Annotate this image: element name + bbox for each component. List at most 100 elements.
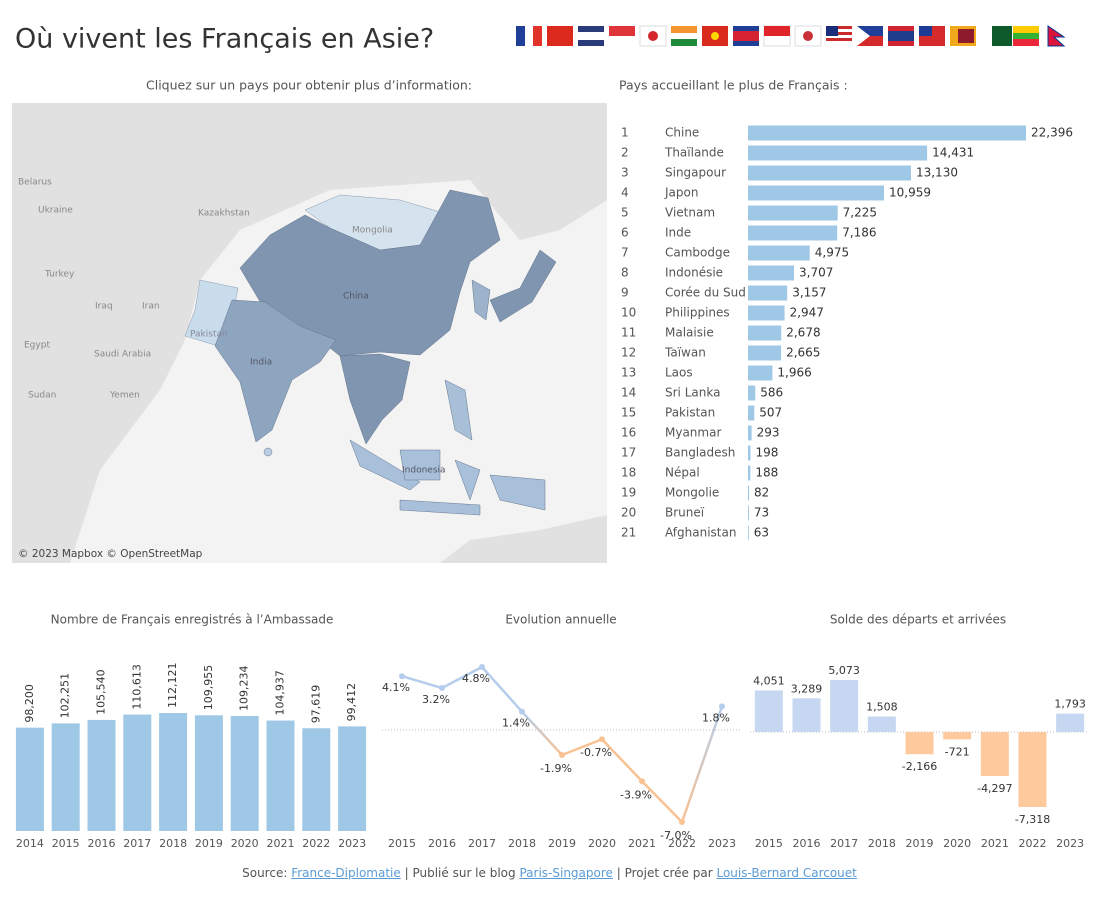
value-label: 104,937 [274, 670, 287, 716]
rank-label: 11 [621, 326, 636, 340]
value-label: -3.9% [620, 788, 652, 801]
source-text: | Publié sur le blog [404, 866, 516, 880]
country[interactable] [489, 474, 546, 511]
rank-label: 19 [621, 486, 636, 500]
bar [123, 714, 152, 831]
value-label: 1,508 [866, 701, 898, 714]
bar [51, 723, 80, 831]
country[interactable] [339, 353, 411, 445]
flags [516, 25, 1066, 47]
bar [748, 425, 752, 441]
line-segment [641, 780, 683, 823]
value-label: 2,665 [786, 346, 820, 360]
map-label: Kazakhstan [198, 209, 250, 219]
value-label: -721 [945, 745, 970, 758]
x-tick-label: 2018 [508, 837, 536, 850]
x-tick-label: 2018 [159, 837, 187, 850]
bar [266, 720, 295, 831]
value-label: 1,793 [1054, 698, 1086, 711]
x-tick-label: 2022 [668, 837, 696, 850]
value-label: 97,619 [309, 685, 322, 724]
country[interactable] [214, 299, 337, 443]
bar [748, 305, 785, 321]
category-label: Singapour [665, 166, 726, 180]
category-label: Japon [664, 186, 698, 200]
value-label: -7,318 [1015, 813, 1050, 826]
source-line: Source: France-Diplomatie | Publié sur l… [0, 866, 1099, 880]
bar [748, 345, 782, 361]
line-segment [680, 705, 724, 823]
bar [748, 285, 788, 301]
source-link[interactable]: Louis-Bernard Carcouet [716, 866, 857, 880]
x-tick-label: 2019 [195, 837, 223, 850]
country[interactable] [239, 189, 501, 357]
value-label: 105,540 [95, 669, 108, 715]
flag-part [764, 26, 790, 36]
rank-label: 1 [621, 126, 629, 140]
chart-title: Solde des départs et arrivées [830, 613, 1006, 627]
source-text: | Projet crée par [616, 866, 713, 880]
country[interactable] [489, 249, 557, 323]
line-segment [441, 665, 483, 690]
country[interactable] [349, 439, 421, 491]
bar [87, 719, 116, 831]
flag[interactable] [986, 26, 1012, 46]
map: Belarus Ukraine Kazakhstan Mongolia Turk… [12, 103, 607, 563]
country[interactable] [454, 459, 481, 501]
rank-label: 4 [621, 186, 629, 200]
bar [159, 713, 188, 831]
flag-part [733, 31, 759, 41]
country[interactable] [399, 449, 441, 481]
bar [748, 465, 751, 481]
bar [748, 485, 750, 501]
source-text: Source: [242, 866, 288, 880]
country[interactable] [444, 379, 473, 441]
source-link[interactable]: Paris-Singapore [519, 866, 613, 880]
rank-label: 5 [621, 206, 629, 220]
point [439, 685, 445, 692]
bar [980, 731, 1009, 777]
value-label: 112,121 [166, 663, 179, 709]
value-label: 22,396 [1031, 126, 1073, 140]
x-tick-label: 2016 [793, 837, 821, 850]
flag-part [671, 39, 697, 46]
country[interactable] [399, 499, 481, 516]
rank-label: 9 [621, 286, 629, 300]
value-label: 1,966 [777, 366, 811, 380]
rank-label: 18 [621, 466, 636, 480]
bar [830, 680, 859, 732]
x-tick-label: 2017 [123, 837, 151, 850]
category-label: Cambodge [665, 246, 730, 260]
value-label: 110,613 [130, 664, 143, 710]
value-label: -1.9% [540, 762, 572, 775]
map-labels: Belarus Ukraine Kazakhstan Mongolia Turk… [18, 178, 446, 476]
country[interactable] [263, 447, 273, 457]
category-label: Chine [665, 126, 699, 140]
flag-part [578, 32, 604, 40]
flag[interactable] [1047, 25, 1066, 47]
country[interactable] [471, 279, 491, 321]
flag-part [888, 31, 914, 41]
bar [1056, 713, 1085, 732]
value-label: 63 [754, 526, 769, 540]
bar [748, 525, 749, 541]
value-label: 3.2% [422, 693, 450, 706]
map-land [440, 515, 607, 563]
point [679, 819, 685, 825]
flag-part [803, 31, 813, 41]
map-label: Egypt [24, 341, 50, 351]
bar [748, 185, 885, 201]
source-link[interactable]: France-Diplomatie [291, 866, 401, 880]
bar [338, 726, 367, 831]
flag[interactable] [547, 26, 573, 46]
point [599, 736, 605, 743]
rank-label: 7 [621, 246, 629, 260]
category-label: Mongolie [665, 486, 719, 500]
x-tick-label: 2021 [267, 837, 295, 850]
x-tick-label: 2016 [88, 837, 116, 850]
category-label: Myanmar [665, 426, 721, 440]
flag-part [826, 38, 852, 41]
rank-label: 8 [621, 266, 629, 280]
value-label: 13,130 [916, 166, 958, 180]
